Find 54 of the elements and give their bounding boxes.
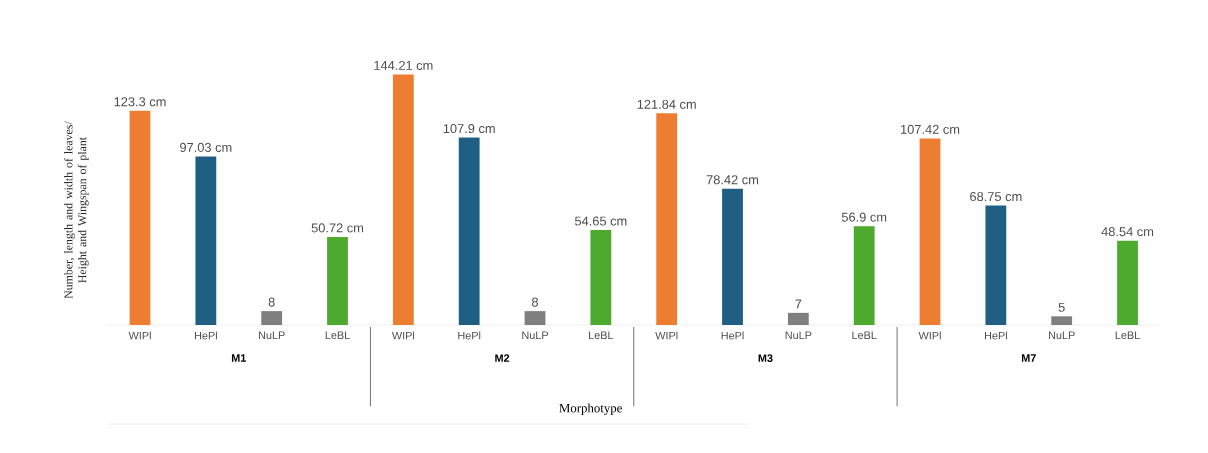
data-label: 5: [1058, 302, 1065, 312]
bar: [722, 188, 743, 326]
series-label: NuLP: [258, 331, 285, 340]
data-label: 50.72 cm: [311, 223, 364, 233]
data-label: 8: [268, 297, 275, 307]
data-label: 97.03 cm: [180, 142, 232, 153]
data-label: 54.65 cm: [574, 216, 627, 226]
data-label: 121.84 cm: [637, 99, 696, 109]
text: LeBL: [589, 331, 614, 340]
data-label: 107.9 cm: [443, 124, 495, 134]
bar: [458, 137, 480, 326]
series-label: HePl: [458, 331, 481, 340]
x-tick-label: M1: [231, 354, 246, 362]
text: HePl: [194, 331, 217, 340]
bar: [985, 205, 1007, 326]
text: LeBL: [325, 331, 350, 340]
data-label: 7: [795, 299, 802, 309]
text: LeBL: [852, 331, 877, 340]
bar: [787, 312, 809, 326]
text: NuLP: [785, 331, 812, 340]
text: NuLP: [1049, 331, 1075, 340]
bar: [656, 113, 678, 326]
text: WIPl: [918, 331, 941, 340]
series-label: LeBL: [1115, 331, 1140, 340]
text: WIPl: [128, 331, 151, 340]
data-label: 144.21 cm: [374, 60, 433, 71]
data-label: 68.75 cm: [970, 192, 1022, 202]
series-label: WIPl: [391, 331, 415, 340]
bar: [392, 74, 414, 326]
data-label: 107.42 cm: [901, 124, 960, 134]
data-label: 48.54 cm: [1101, 227, 1154, 237]
text: HePl: [984, 331, 1007, 340]
data-label: 123.3 cm: [114, 97, 166, 107]
data-label: 8: [532, 297, 539, 307]
text: HePl: [721, 331, 744, 340]
text: NuLP: [522, 331, 549, 340]
x-tick-label: M2: [495, 354, 510, 362]
bar: [853, 226, 875, 326]
bar: [1117, 240, 1138, 326]
data-label: 56.9 cm: [841, 212, 887, 222]
bar: [590, 230, 612, 326]
bar: [129, 110, 151, 326]
bar: [524, 311, 546, 326]
x-tick-label: M7: [1021, 354, 1036, 362]
bar: [195, 156, 217, 326]
bar: [261, 311, 283, 326]
bar: [327, 236, 348, 326]
data-label: 78.42 cm: [706, 175, 759, 185]
bar: [919, 138, 941, 326]
bar: [1051, 316, 1073, 326]
x-tick-label: M3: [758, 354, 773, 363]
text: WIPl: [655, 331, 678, 340]
x-axis-title: Morphotype: [559, 403, 622, 416]
y-axis-title: Number, length and width of leaves/ Height and Wingspan of plant: [64, 121, 89, 299]
